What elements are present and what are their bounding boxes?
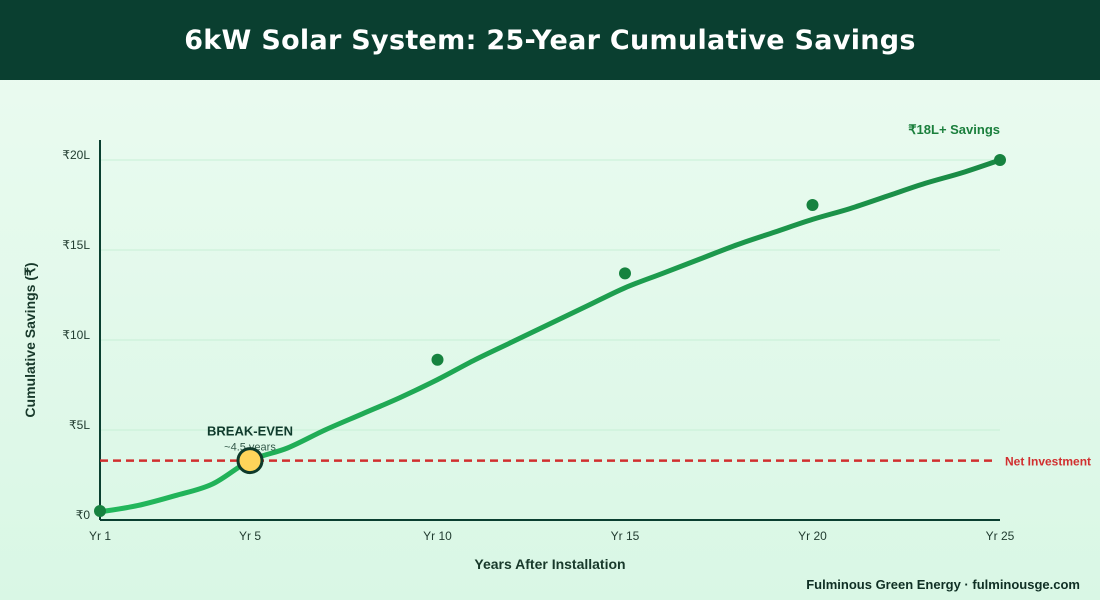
data-point [94,505,106,517]
y-tick-label: ₹15L [62,238,90,252]
annotations: BREAK-EVEN~4.5 years₹18L+ Savings [207,122,1000,475]
data-point [994,154,1006,166]
y-tick-label: ₹20L [62,148,90,162]
y-tick-labels: ₹0 ₹5L ₹10L ₹15L ₹20L [62,148,90,522]
x-tick-label: Yr 1 [89,529,111,543]
axes [99,140,1000,521]
x-tick-label: Yr 10 [423,529,452,543]
x-tick-label: Yr 25 [986,529,1015,543]
total-savings-annotation: ₹18L+ Savings [908,122,1000,137]
data-points [94,154,1006,517]
y-tick-label: ₹10L [62,328,90,342]
footer-credit: Fulminous Green Energy · fulminousge.com [806,577,1080,592]
data-point [806,199,819,211]
y-axis-title: Cumulative Savings (₹) [22,262,38,417]
x-axis-title: Years After Installation [474,556,625,572]
x-tick-labels: Yr 1 Yr 5 Yr 10 Yr 15 Yr 20 Yr 25 [89,529,1015,543]
savings-curve-group [97,157,1003,515]
data-point [431,353,444,366]
x-tick-label: Yr 20 [798,529,827,543]
break-even-label: BREAK-EVEN [207,424,293,439]
grid-lines [100,159,1000,431]
y-tick-label: ₹5L [69,418,90,432]
x-tick-label: Yr 5 [239,529,261,543]
net-investment-label: Net Investment [1005,455,1091,469]
y-tick-label: ₹0 [76,508,91,522]
savings-curve [97,157,1003,515]
savings-chart: ₹0 ₹5L ₹10L ₹15L ₹20L Yr 1 Yr 5 Yr 10 Yr 15 Yr 2… [22,122,1091,572]
x-tick-label: Yr 15 [611,529,640,543]
data-point [619,267,631,280]
break-even-marker [236,447,264,475]
chart-header: 6kW Solar System: 25-Year Cumulative Sav… [0,0,1100,80]
chart-title: 6kW Solar System: 25-Year Cumulative Sav… [184,24,916,56]
